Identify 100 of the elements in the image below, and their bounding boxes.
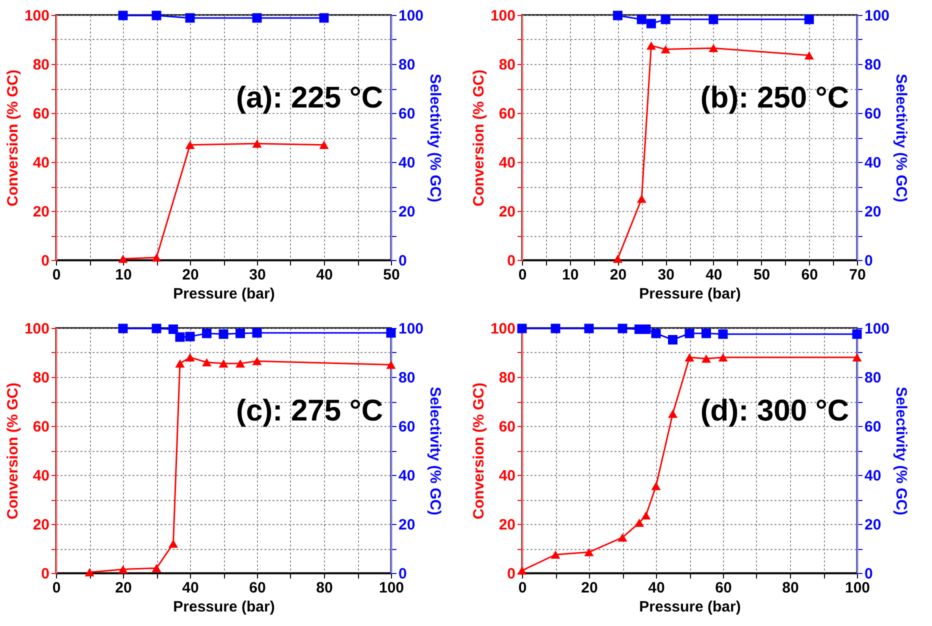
- x-axis-title: Pressure (bar): [639, 286, 741, 302]
- y2-tick-label: 20: [864, 516, 882, 534]
- x-tick-label: 60: [801, 266, 818, 284]
- y2-axis-title: Selectivity (% GC): [426, 386, 444, 516]
- x-axis-title: Pressure (bar): [173, 598, 275, 616]
- point: [118, 324, 128, 334]
- y2-tick-label: 20: [398, 516, 416, 534]
- y2-axis-title: Selectivity (% GC): [892, 386, 910, 516]
- point: [804, 51, 814, 60]
- point: [612, 254, 622, 263]
- point: [636, 14, 646, 24]
- annotation: (c): 275 °C: [236, 394, 383, 428]
- point: [152, 564, 162, 572]
- point: [517, 324, 527, 334]
- point: [168, 324, 178, 334]
- point: [852, 353, 862, 362]
- y2-tick-label: 80: [398, 56, 416, 74]
- x-tick-label: 0: [518, 266, 527, 284]
- x-tick-label: 40: [316, 266, 333, 284]
- y2-tick-label: 0: [864, 252, 873, 270]
- point: [202, 358, 212, 366]
- point: [641, 511, 651, 520]
- x-tick-label: 10: [562, 266, 579, 284]
- y-tick-label: 100: [24, 320, 50, 338]
- annotation: (d): 300 °C: [700, 394, 849, 428]
- annotation: (b): 250 °C: [700, 81, 849, 114]
- point: [804, 14, 814, 24]
- x-tick-label: 20: [115, 580, 132, 596]
- point: [386, 328, 396, 338]
- point: [152, 324, 162, 334]
- point: [708, 14, 718, 24]
- y2-tick-label: 0: [864, 566, 873, 582]
- point: [168, 539, 178, 548]
- x-tick-label: 60: [249, 580, 266, 596]
- x-tick-label: 30: [249, 266, 266, 284]
- y2-tick-label: 20: [398, 204, 416, 220]
- x-tick-label: 100: [844, 580, 870, 596]
- x-tick-label: 40: [706, 266, 722, 284]
- x-tick-label: 100: [378, 580, 404, 596]
- point: [202, 328, 212, 338]
- y-tick-label: 40: [32, 468, 50, 484]
- y-tick-label: 60: [498, 418, 516, 436]
- y-axis-title: Conversion (% GC): [470, 70, 488, 206]
- point: [651, 328, 661, 338]
- y2-tick-label: 20: [864, 204, 882, 220]
- y2-tick-label: 80: [398, 370, 416, 386]
- y-tick-label: 20: [32, 516, 50, 534]
- point: [550, 550, 560, 559]
- y-axis-title: Conversion (% GC): [470, 382, 488, 520]
- point: [612, 10, 622, 20]
- y-tick-label: 0: [41, 252, 50, 270]
- point: [175, 359, 185, 368]
- point: [684, 353, 694, 362]
- y2-axis-title: Selectivity (% GC): [892, 74, 910, 202]
- y-tick-label: 100: [24, 8, 50, 24]
- x-tick-label: 0: [52, 580, 61, 596]
- y-tick-label: 40: [498, 468, 516, 484]
- x-tick-label: 80: [782, 580, 799, 596]
- y-axis-title: Conversion (% GC): [4, 382, 22, 520]
- y-tick-label: 0: [41, 566, 50, 582]
- annotation: (a): 225 °C: [236, 81, 383, 114]
- y2-tick-label: 40: [864, 468, 882, 484]
- x-tick-label: 70: [849, 266, 866, 284]
- point: [668, 410, 678, 418]
- point: [646, 42, 656, 50]
- point: [668, 335, 678, 345]
- y-tick-label: 60: [32, 418, 50, 436]
- y-tick-label: 20: [32, 204, 50, 220]
- y2-tick-label: 40: [398, 154, 416, 172]
- y-tick-label: 60: [32, 106, 50, 122]
- y-tick-label: 80: [32, 56, 50, 74]
- x-tick-label: 40: [182, 580, 199, 596]
- point: [218, 329, 228, 339]
- y2-tick-label: 40: [864, 154, 882, 172]
- x-tick-label: 30: [658, 266, 674, 284]
- y2-tick-label: 60: [864, 418, 882, 436]
- point: [185, 353, 195, 362]
- point: [634, 518, 644, 527]
- y2-tick-label: 0: [398, 252, 407, 270]
- point: [84, 568, 94, 576]
- y2-tick-label: 40: [398, 468, 416, 484]
- point: [175, 332, 185, 342]
- y2-tick-label: 60: [398, 106, 416, 122]
- point: [641, 324, 651, 334]
- y-tick-label: 20: [498, 204, 516, 220]
- x-axis-title: Pressure (bar): [173, 286, 275, 302]
- point: [646, 18, 656, 28]
- y-axis-title: Conversion (% GC): [4, 70, 22, 206]
- point: [550, 324, 560, 334]
- point: [118, 254, 128, 263]
- point: [584, 548, 594, 556]
- x-tick-label: 20: [610, 266, 627, 284]
- point: [319, 140, 329, 149]
- point: [702, 354, 711, 363]
- y-tick-label: 40: [32, 154, 50, 172]
- point: [386, 360, 396, 369]
- point: [708, 44, 718, 52]
- y2-tick-label: 60: [864, 106, 882, 122]
- point: [252, 328, 262, 338]
- point: [584, 324, 594, 334]
